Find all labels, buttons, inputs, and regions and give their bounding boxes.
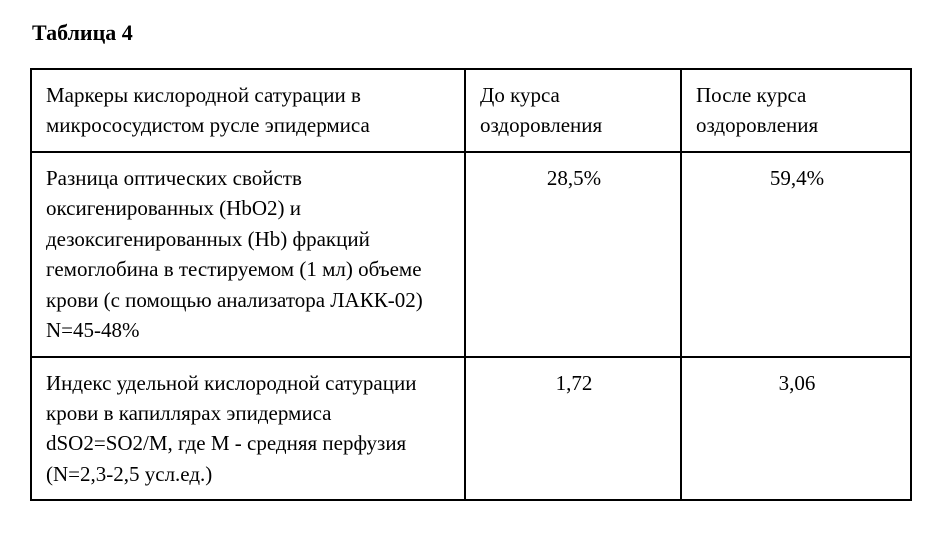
table-caption: Таблица 4: [32, 20, 914, 46]
table-row: Разница оптических свойств оксигенирован…: [31, 152, 911, 357]
table-row: Индекс удельной кислородной сатурации кр…: [31, 357, 911, 501]
col-header-before: До курса оздоровления: [465, 69, 681, 152]
cell-before: 28,5%: [465, 152, 681, 357]
col-header-after: После курса оздоровления: [681, 69, 911, 152]
cell-after: 3,06: [681, 357, 911, 501]
cell-before: 1,72: [465, 357, 681, 501]
cell-marker: Разница оптических свойств оксигенирован…: [31, 152, 465, 357]
saturation-table: Маркеры кислородной сатурации в микросос…: [30, 68, 912, 501]
cell-after: 59,4%: [681, 152, 911, 357]
col-header-marker: Маркеры кислородной сатурации в микросос…: [31, 69, 465, 152]
table-header-row: Маркеры кислородной сатурации в микросос…: [31, 69, 911, 152]
cell-marker: Индекс удельной кислородной сатурации кр…: [31, 357, 465, 501]
